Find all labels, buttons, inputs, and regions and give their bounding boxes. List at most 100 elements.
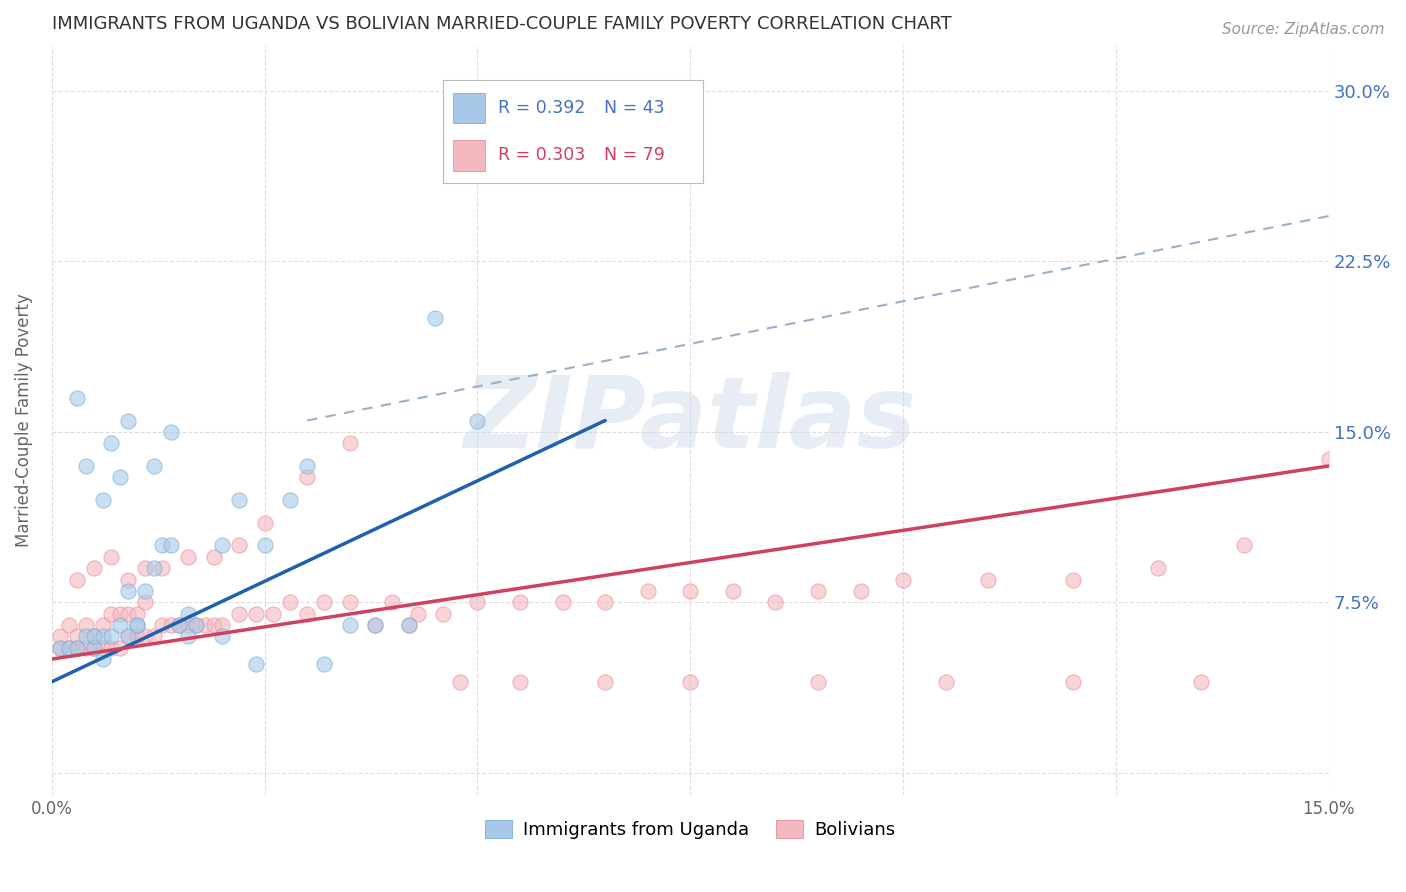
Point: [509, 595, 531, 609]
Point: [91, 629, 114, 643]
Point: [177, 607, 200, 621]
Point: [253, 516, 276, 530]
Point: [134, 583, 156, 598]
Point: [160, 539, 183, 553]
Point: [432, 607, 454, 621]
Point: [160, 425, 183, 439]
Point: [117, 573, 139, 587]
Point: [117, 607, 139, 621]
Point: [245, 607, 267, 621]
Point: [314, 657, 336, 671]
Point: [763, 595, 786, 609]
Point: [125, 629, 148, 643]
Point: [134, 629, 156, 643]
Point: [186, 618, 208, 632]
Y-axis label: Married-Couple Family Poverty: Married-Couple Family Poverty: [15, 293, 32, 548]
Text: N = 43: N = 43: [605, 99, 665, 117]
Point: [100, 436, 122, 450]
Point: [253, 539, 276, 553]
Point: [1062, 573, 1084, 587]
Point: [100, 629, 122, 643]
Point: [228, 493, 250, 508]
Point: [509, 674, 531, 689]
Point: [245, 657, 267, 671]
Point: [83, 629, 105, 643]
Point: [117, 629, 139, 643]
Point: [125, 618, 148, 632]
Point: [1189, 674, 1212, 689]
Point: [278, 493, 301, 508]
Point: [679, 674, 702, 689]
Point: [142, 629, 165, 643]
Point: [66, 629, 89, 643]
Point: [49, 640, 72, 655]
Point: [66, 640, 89, 655]
Point: [125, 618, 148, 632]
Point: [295, 458, 318, 473]
Point: [169, 618, 191, 632]
Point: [637, 583, 659, 598]
Point: [423, 311, 446, 326]
Point: [314, 595, 336, 609]
Point: [91, 652, 114, 666]
Text: R = 0.392: R = 0.392: [498, 99, 585, 117]
Point: [593, 674, 616, 689]
Point: [228, 607, 250, 621]
Point: [58, 640, 80, 655]
Point: [152, 561, 174, 575]
Point: [125, 607, 148, 621]
Point: [211, 618, 233, 632]
Point: [381, 595, 404, 609]
Point: [398, 618, 420, 632]
Point: [278, 595, 301, 609]
Text: ZIPatlas: ZIPatlas: [464, 372, 917, 469]
Point: [295, 470, 318, 484]
Point: [100, 607, 122, 621]
Point: [593, 595, 616, 609]
Point: [339, 595, 361, 609]
Point: [977, 573, 1000, 587]
Bar: [453, 93, 485, 123]
Point: [160, 618, 183, 632]
Point: [100, 640, 122, 655]
Point: [75, 618, 97, 632]
Point: [721, 583, 744, 598]
Point: [169, 618, 191, 632]
Point: [58, 618, 80, 632]
Legend: Immigrants from Uganda, Bolivians: Immigrants from Uganda, Bolivians: [478, 813, 903, 847]
Point: [83, 561, 105, 575]
Point: [339, 618, 361, 632]
Point: [194, 618, 217, 632]
Point: [202, 549, 225, 564]
Point: [228, 539, 250, 553]
Point: [467, 595, 489, 609]
Point: [108, 470, 131, 484]
Point: [449, 674, 471, 689]
Point: [108, 640, 131, 655]
Point: [807, 583, 830, 598]
Text: Source: ZipAtlas.com: Source: ZipAtlas.com: [1222, 22, 1385, 37]
Point: [406, 607, 429, 621]
Point: [551, 595, 574, 609]
Text: N = 79: N = 79: [605, 146, 665, 164]
Point: [75, 640, 97, 655]
Point: [1233, 539, 1256, 553]
Point: [91, 493, 114, 508]
Point: [152, 539, 174, 553]
Point: [58, 640, 80, 655]
Point: [66, 640, 89, 655]
Point: [891, 573, 914, 587]
Point: [66, 391, 89, 405]
Point: [1147, 561, 1170, 575]
Point: [117, 413, 139, 427]
Point: [807, 674, 830, 689]
Point: [339, 436, 361, 450]
Point: [211, 629, 233, 643]
Point: [364, 618, 387, 632]
Point: [75, 458, 97, 473]
Point: [177, 618, 200, 632]
Point: [117, 583, 139, 598]
Point: [1317, 452, 1340, 467]
Text: IMMIGRANTS FROM UGANDA VS BOLIVIAN MARRIED-COUPLE FAMILY POVERTY CORRELATION CHA: IMMIGRANTS FROM UGANDA VS BOLIVIAN MARRI…: [52, 15, 952, 33]
Point: [398, 618, 420, 632]
